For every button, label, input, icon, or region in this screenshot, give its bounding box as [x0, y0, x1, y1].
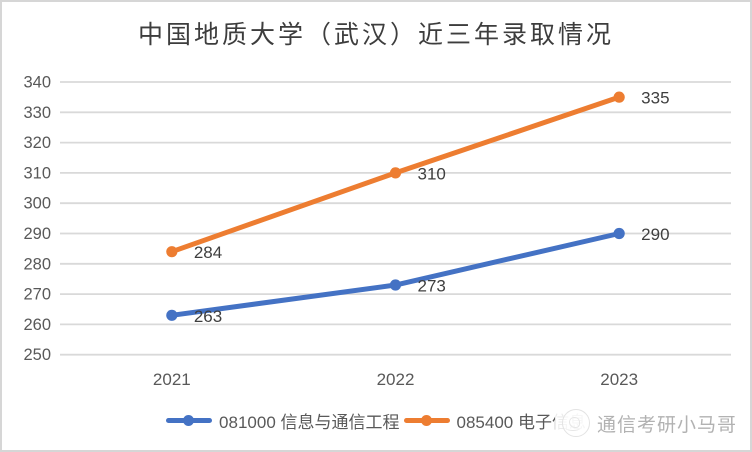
data-label: 284 — [194, 243, 222, 262]
data-point-marker — [613, 91, 625, 103]
legend-item-series1: 081000 信息与通信工程 — [166, 408, 400, 433]
series-line — [169, 231, 622, 318]
data-label: 263 — [194, 307, 222, 326]
horse-avatar-icon — [562, 409, 590, 437]
y-axis-tick-label: 330 — [23, 104, 51, 122]
y-axis-tick-label: 310 — [23, 164, 51, 182]
watermark-text: 通信考研小马哥 — [597, 413, 738, 436]
x-axis-tick-label: 2022 — [377, 370, 415, 389]
series2-line-marker-icon — [403, 415, 450, 427]
data-point-marker — [613, 227, 625, 240]
data-label: 290 — [641, 225, 669, 244]
y-axis-tick-label: 260 — [23, 316, 51, 334]
y-axis-tick-label: 340 — [23, 74, 51, 92]
series1-line-marker-icon — [166, 415, 213, 427]
y-axis-tick-label: 320 — [23, 134, 51, 152]
legend-label-series2: 085400 电子信息 — [456, 413, 586, 432]
data-point-marker — [166, 309, 178, 321]
data-label: 273 — [418, 277, 446, 296]
legend: 081000 信息与通信工程 085400 电子信息 — [2, 408, 750, 433]
data-point-marker — [389, 167, 402, 179]
chart-title: 中国地质大学（武汉）近三年录取情况 — [137, 20, 614, 49]
data-point-marker — [389, 279, 402, 291]
y-axis-tick-label: 290 — [23, 225, 51, 243]
y-axis-tick-label: 270 — [23, 286, 51, 304]
legend-item-series2: 085400 电子信息 — [403, 408, 586, 433]
data-label: 310 — [418, 164, 446, 183]
y-axis-tick-label: 300 — [23, 195, 51, 213]
y-axis-tick-label: 250 — [23, 346, 51, 364]
x-axis-tick-label: 2021 — [153, 370, 191, 389]
data-point-marker — [166, 246, 178, 258]
data-label: 335 — [641, 89, 669, 108]
legend-label-series1: 081000 信息与通信工程 — [219, 413, 400, 432]
y-axis-tick-label: 280 — [23, 255, 51, 273]
watermark: 通信考研小马哥 — [555, 399, 745, 447]
x-axis-tick-label: 2023 — [600, 370, 638, 389]
